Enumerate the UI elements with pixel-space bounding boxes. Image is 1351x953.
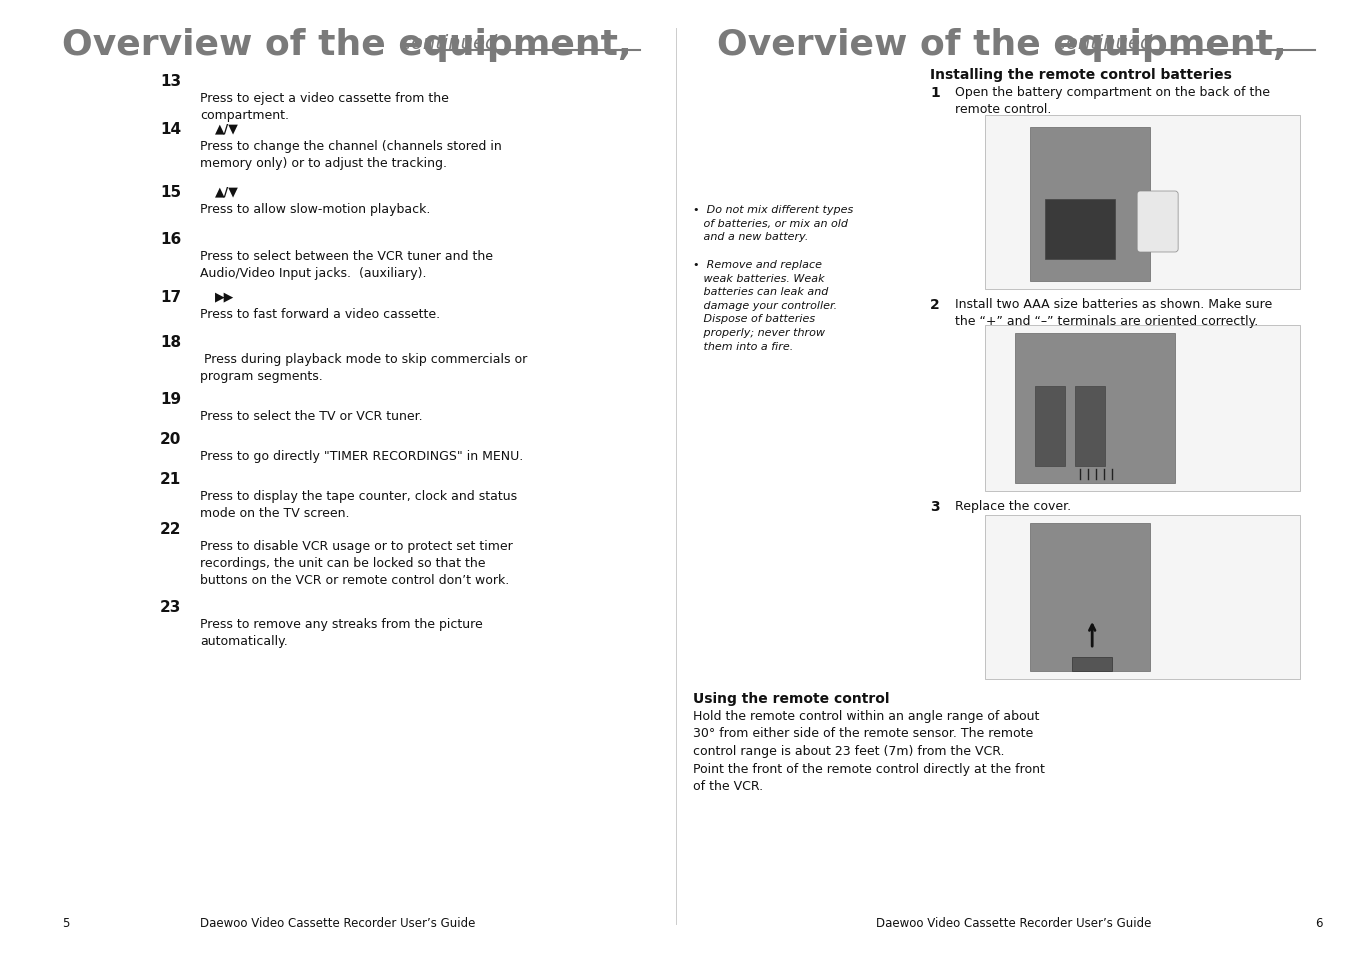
FancyBboxPatch shape xyxy=(1138,192,1178,253)
Text: continued: continued xyxy=(394,34,497,53)
Text: Open the battery compartment on the back of the
remote control.: Open the battery compartment on the back… xyxy=(955,86,1270,116)
Text: continued: continued xyxy=(1050,34,1152,53)
Text: •  Remove and replace
   weak batteries. Weak
   batteries can leak and
   damag: • Remove and replace weak batteries. Wea… xyxy=(693,260,838,352)
Text: Press to eject a video cassette from the
compartment.: Press to eject a video cassette from the… xyxy=(200,91,449,122)
Bar xyxy=(1031,523,1150,671)
Bar xyxy=(985,326,1300,492)
Text: Press to disable VCR usage or to protect set timer
recordings, the unit can be l: Press to disable VCR usage or to protect… xyxy=(200,539,513,586)
Text: 21: 21 xyxy=(161,472,181,486)
Text: 1: 1 xyxy=(931,86,940,100)
Text: 5: 5 xyxy=(62,916,69,929)
Text: Overview of the equipment,: Overview of the equipment, xyxy=(62,28,632,62)
Text: •  Do not mix different types
   of batteries, or mix an old
   and a new batter: • Do not mix different types of batterie… xyxy=(693,205,854,242)
Text: Overview of the equipment,: Overview of the equipment, xyxy=(717,28,1288,62)
Text: Press during playback mode to skip commercials or
program segments.: Press during playback mode to skip comme… xyxy=(200,353,527,382)
Text: 17: 17 xyxy=(161,290,181,305)
Text: Press to go directly "TIMER RECORDINGS" in MENU.: Press to go directly "TIMER RECORDINGS" … xyxy=(200,450,523,462)
Bar xyxy=(985,116,1300,290)
Bar xyxy=(1075,387,1105,467)
Bar xyxy=(1073,658,1112,671)
Text: 2: 2 xyxy=(931,297,940,312)
Text: Replace the cover.: Replace the cover. xyxy=(955,499,1071,513)
Text: Installing the remote control batteries: Installing the remote control batteries xyxy=(931,68,1232,82)
Text: Press to remove any streaks from the picture
automatically.: Press to remove any streaks from the pic… xyxy=(200,618,482,647)
Text: 18: 18 xyxy=(161,335,181,350)
Text: Using the remote control: Using the remote control xyxy=(693,691,890,705)
Text: ▶▶: ▶▶ xyxy=(215,290,235,303)
Text: Press to change the channel (channels stored in
memory only) or to adjust the tr: Press to change the channel (channels st… xyxy=(200,140,503,170)
Text: 23: 23 xyxy=(161,599,181,615)
Text: 15: 15 xyxy=(161,185,181,200)
Text: 3: 3 xyxy=(931,499,940,514)
Text: 6: 6 xyxy=(1315,916,1323,929)
Text: 13: 13 xyxy=(161,74,181,89)
Text: Press to display the tape counter, clock and status
mode on the TV screen.: Press to display the tape counter, clock… xyxy=(200,490,517,519)
Text: Daewoo Video Cassette Recorder User’s Guide: Daewoo Video Cassette Recorder User’s Gu… xyxy=(875,916,1151,929)
Bar xyxy=(1015,334,1175,483)
Bar xyxy=(1035,387,1065,467)
Text: 20: 20 xyxy=(161,432,181,447)
Text: Daewoo Video Cassette Recorder User’s Guide: Daewoo Video Cassette Recorder User’s Gu… xyxy=(200,916,476,929)
Bar xyxy=(1046,200,1115,260)
Text: Hold the remote control within an angle range of about
30° from either side of t: Hold the remote control within an angle … xyxy=(693,709,1040,758)
Bar xyxy=(1031,128,1150,282)
Text: ▲/▼: ▲/▼ xyxy=(215,122,239,135)
Text: 16: 16 xyxy=(161,232,181,247)
Text: Press to select between the VCR tuner and the
Audio/Video Input jacks.  (auxilia: Press to select between the VCR tuner an… xyxy=(200,250,493,280)
Text: 22: 22 xyxy=(161,521,181,537)
Text: Press to select the TV or VCR tuner.: Press to select the TV or VCR tuner. xyxy=(200,410,423,422)
Bar xyxy=(985,516,1300,679)
Text: 14: 14 xyxy=(161,122,181,137)
Text: Install two AAA size batteries as shown. Make sure
the “+” and “–” terminals are: Install two AAA size batteries as shown.… xyxy=(955,297,1273,328)
Text: Press to allow slow-motion playback.: Press to allow slow-motion playback. xyxy=(200,203,431,215)
Text: ▲/▼: ▲/▼ xyxy=(215,185,239,198)
Text: Press to fast forward a video cassette.: Press to fast forward a video cassette. xyxy=(200,308,440,320)
Text: Point the front of the remote control directly at the front
of the VCR.: Point the front of the remote control di… xyxy=(693,762,1046,793)
Text: 19: 19 xyxy=(161,392,181,407)
